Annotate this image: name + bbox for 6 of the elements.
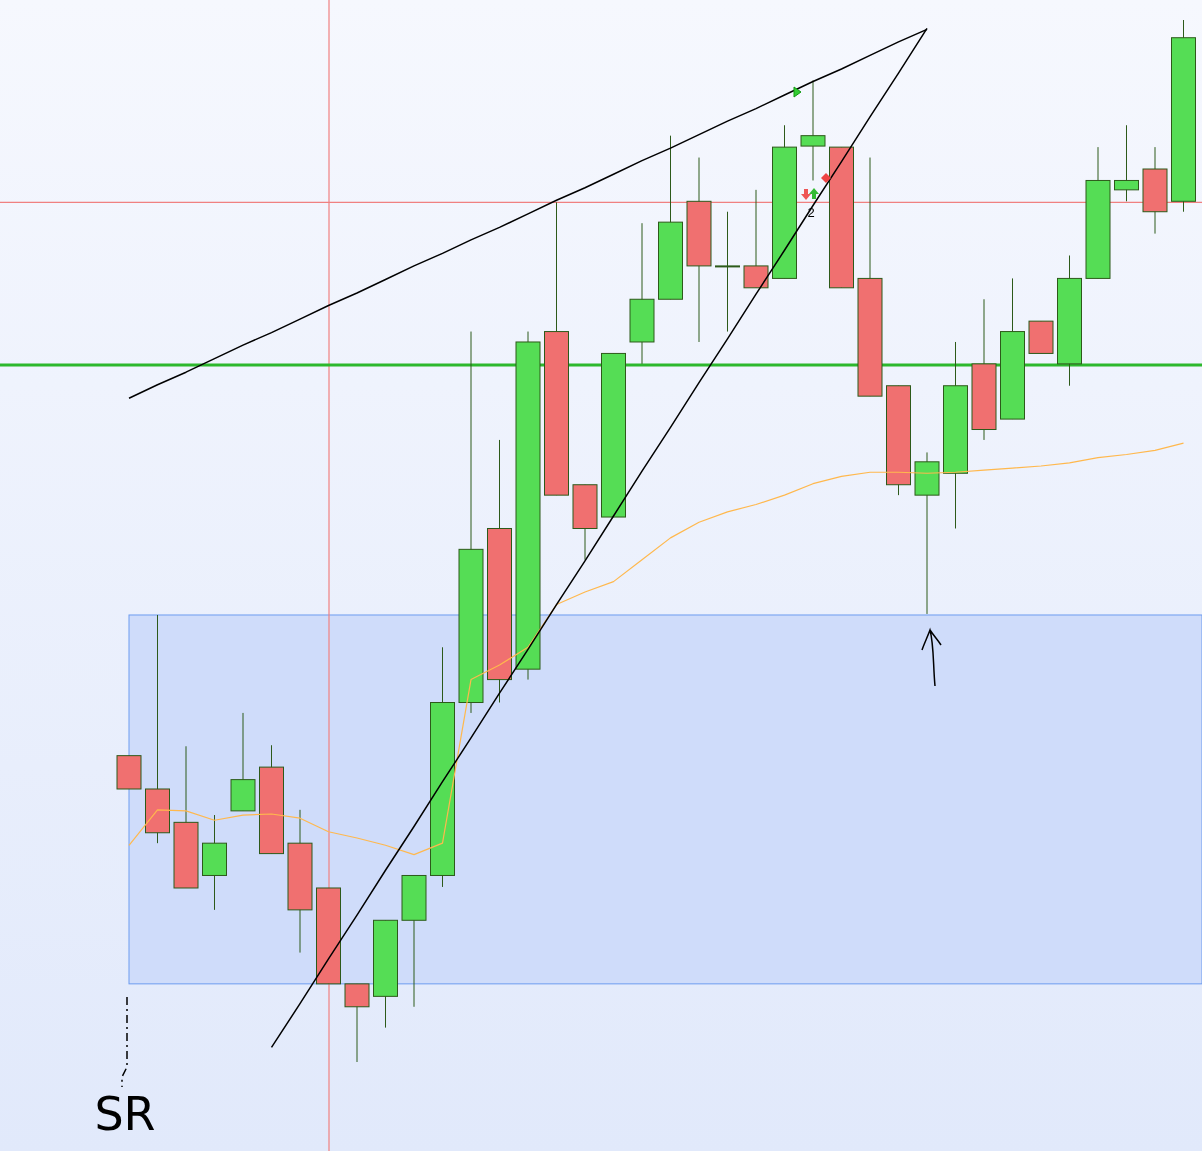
candlestick [743, 189, 769, 289]
candlestick [344, 983, 370, 1063]
text: SR [94, 1087, 156, 1141]
candlestick [715, 211, 740, 333]
annotation: 2 [807, 205, 815, 220]
candlestick [1114, 124, 1139, 202]
